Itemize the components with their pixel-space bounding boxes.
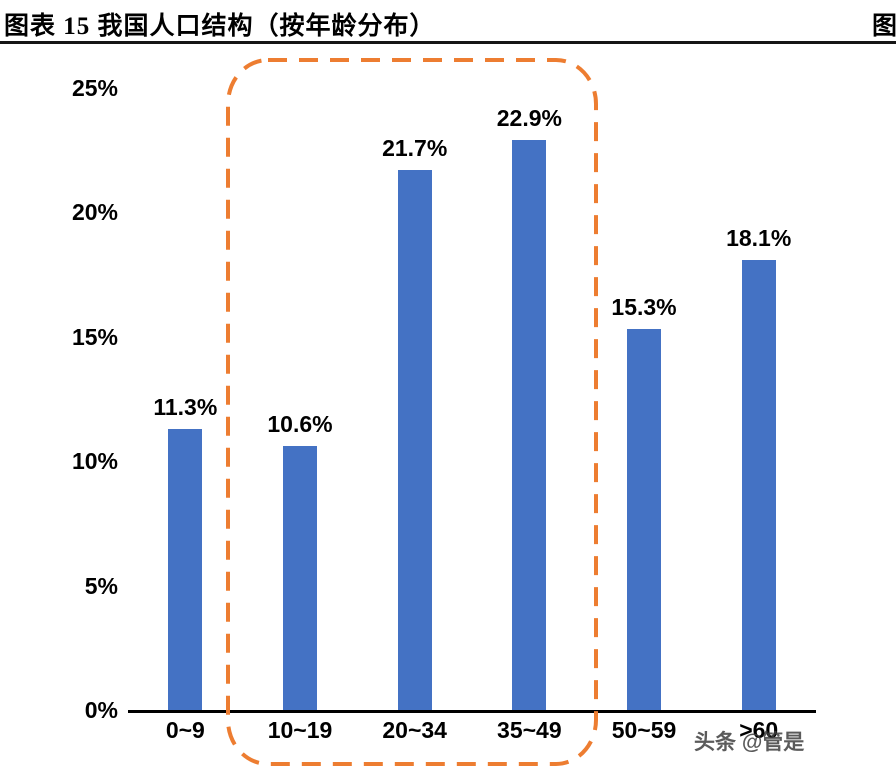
bar-chart: 0% 5% 10% 15% 20% 25% 11.3% 10.6% 21.7% 22.9% 15.… xyxy=(0,44,896,766)
y-tick-label: 5% xyxy=(84,572,118,599)
y-tick-label: 10% xyxy=(71,448,118,475)
x-tick-label: 10~19 xyxy=(267,717,333,743)
bar xyxy=(741,259,776,710)
x-tick-label: >60 xyxy=(739,717,779,743)
bar xyxy=(512,140,547,710)
bar xyxy=(283,446,317,710)
x-tick-label: 35~49 xyxy=(497,717,562,743)
bar-value-label: 15.3% xyxy=(611,294,677,321)
bar-value-label: 21.7% xyxy=(382,135,448,162)
bar-value-label: 11.3% xyxy=(153,393,218,420)
x-tick-label: 20~34 xyxy=(382,717,447,743)
chart-title: 图表 15 我国人口结构（按年龄分布） xyxy=(4,13,436,40)
bar-column: 15.3% xyxy=(587,88,702,710)
watermark: 头条 @管是 xyxy=(694,731,805,754)
y-tick-label: 0% xyxy=(84,697,118,723)
y-axis: 0% 5% 10% 15% 20% 25% xyxy=(0,75,118,723)
x-tick-label: 0~9 xyxy=(165,717,205,743)
bar-value-label: 22.9% xyxy=(496,105,562,132)
y-tick-label: 15% xyxy=(71,323,118,350)
adjacent-chart-title-fragment: 图 xyxy=(872,13,896,40)
bar xyxy=(397,170,432,710)
bar-column: 11.3% xyxy=(128,88,243,710)
bar-value-label: 10.6% xyxy=(267,411,333,438)
plot-area: 11.3% 10.6% 21.7% 22.9% 15.3% 18.1% xyxy=(128,88,816,713)
x-tick-label: 50~59 xyxy=(611,717,677,743)
bar-column: 18.1% xyxy=(701,88,816,710)
bar-column: 10.6% xyxy=(243,88,358,710)
bar-column: 22.9% xyxy=(472,88,587,710)
y-tick-label: 25% xyxy=(71,75,118,101)
chart-header: 图表 15 我国人口结构（按年龄分布） xyxy=(0,0,896,44)
bar-column: 21.7% xyxy=(357,88,472,710)
bar-value-label: 18.1% xyxy=(726,224,792,251)
y-tick-label: 20% xyxy=(71,199,118,226)
bar xyxy=(168,428,203,710)
bar xyxy=(627,329,662,710)
